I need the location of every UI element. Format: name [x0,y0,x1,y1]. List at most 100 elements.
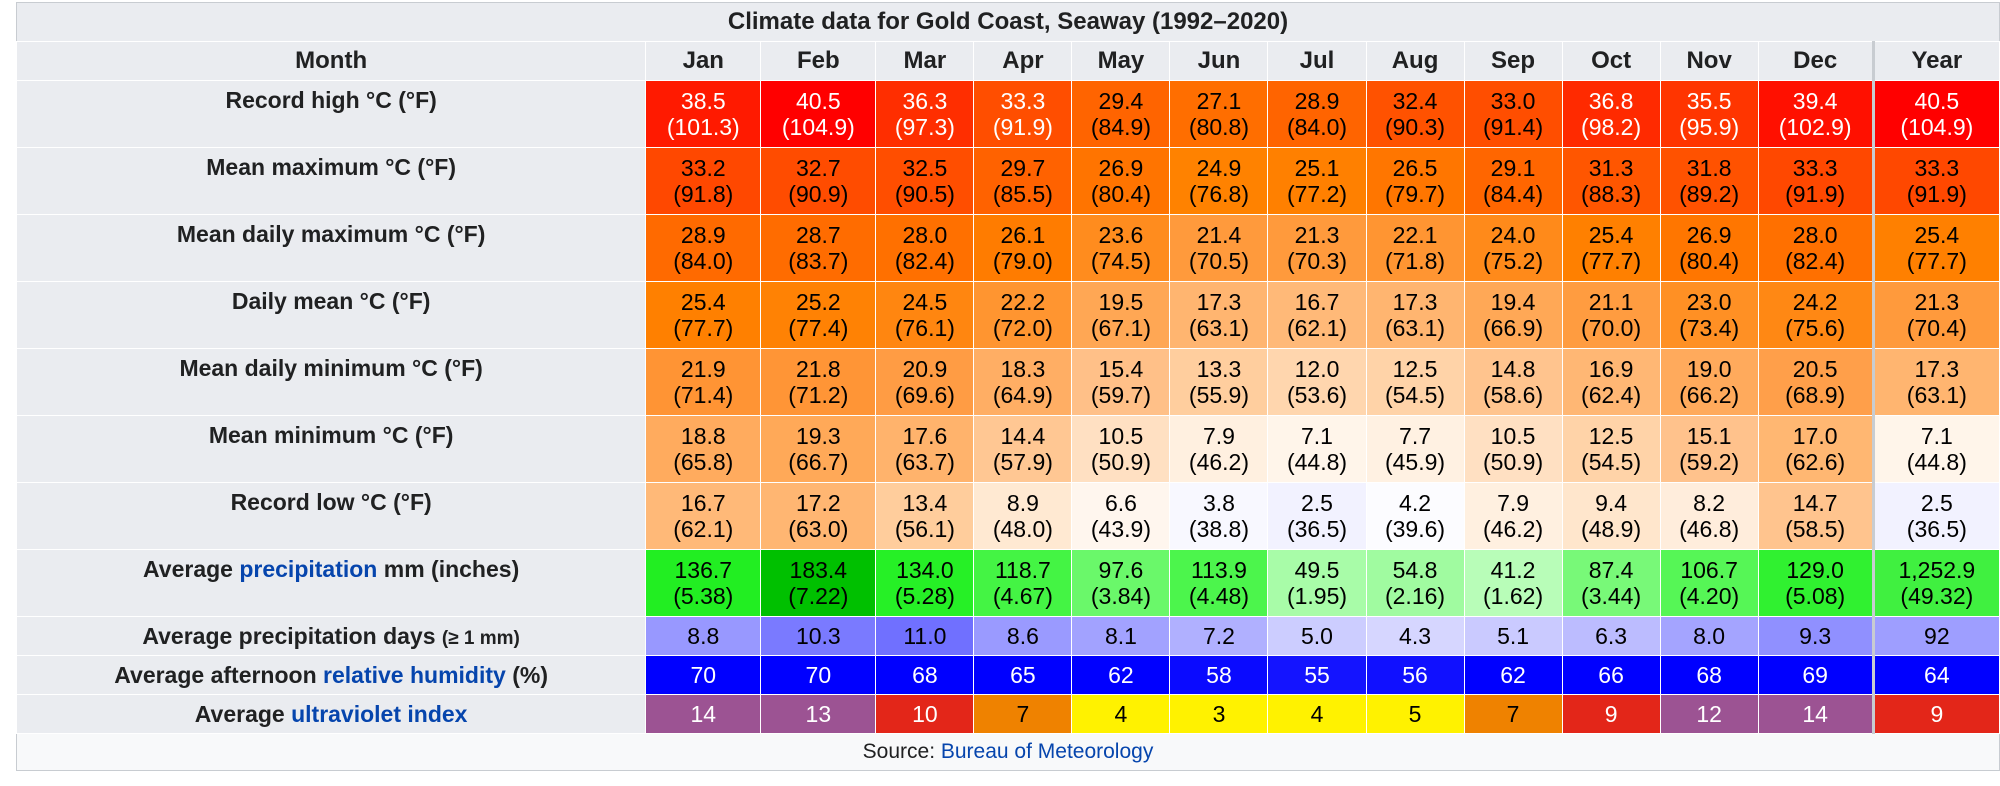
month-value-cell: 5.0 [1267,616,1367,656]
value-secondary: (76.1) [894,315,955,341]
month-value-cell: 17.2 (63.0) [760,482,877,550]
value-primary: 13.3 [1196,356,1242,382]
climate-table-container: Climate data for Gold Coast, Seaway (199… [15,2,2000,782]
value-secondary: (49.32) [1900,583,1974,609]
source-link[interactable]: Bureau of Meteorology [940,740,1154,763]
value-primary: 56 [1402,662,1428,688]
value-primary: 12 [1696,701,1722,727]
value-secondary: (3.44) [1581,583,1642,609]
month-value-cell: 29.1 (84.4) [1463,147,1563,215]
table-row: Mean daily minimum °C (°F) 21.9 (71.4) 21.8… [15,348,2000,416]
month-value-cell: 69 [1757,655,1874,695]
value-primary: 4.2 [1399,490,1432,516]
value-primary: 39.4 [1792,88,1838,114]
value-secondary: (80.4) [1090,181,1151,207]
value-secondary: (80.4) [1679,248,1740,274]
value-secondary: (84.9) [1090,114,1151,140]
value-secondary: (5.08) [1785,583,1846,609]
value-primary: 26.9 [1098,155,1144,181]
row-label-text: Average precipitation days [142,622,442,649]
value-primary: 69 [1802,662,1828,688]
header-month-apr: Apr [973,41,1073,81]
row-label-link[interactable]: relative humidity [323,661,506,688]
table-row: Average ultraviolet index 14 13 10 7 4 3 4 5 7 9 12… [15,694,2000,734]
value-primary: 10.5 [1098,423,1144,449]
value-secondary: (59.7) [1090,382,1151,408]
value-secondary: (38.8) [1188,516,1250,542]
value-primary: 32.7 [795,155,841,181]
value-primary: 62 [1500,662,1526,688]
value-primary: 4 [1310,701,1324,727]
row-label-note: (≥ 1 mm) [441,627,520,649]
value-secondary: (66.7) [788,449,849,475]
value-primary: 17.0 [1792,423,1838,449]
month-value-cell: 40.5 (104.9) [760,80,877,148]
value-primary: 9.3 [1799,623,1832,649]
month-value-cell: 18.3 (64.9) [973,348,1073,416]
month-value-cell: 129.0 (5.08) [1757,549,1874,617]
month-value-cell: 12.0 (53.6) [1267,348,1367,416]
row-label-link[interactable]: precipitation [239,556,378,582]
month-value-cell: 13.4 (56.1) [875,482,975,550]
value-primary: 28.9 [1294,88,1340,114]
value-primary: 8.0 [1693,623,1726,649]
value-secondary: (68.9) [1785,382,1846,408]
month-value-cell: 3.8 (38.8) [1169,482,1269,550]
month-value-cell: 24.5 (76.1) [875,281,975,349]
value-primary: 28.0 [902,222,948,248]
row-label-text: Mean daily minimum °C (°F) [179,355,483,381]
value-primary: 38.5 [680,88,726,114]
value-secondary: (4.20) [1679,583,1740,609]
value-secondary: (5.38) [673,583,734,609]
value-secondary: (58.6) [1483,382,1544,408]
month-value-cell: 26.9 (80.4) [1071,147,1171,215]
value-primary: 18.3 [1000,356,1046,382]
value-secondary: (48.9) [1581,516,1642,542]
value-secondary: (4.67) [992,583,1053,609]
table-row: Average afternoon relative humidity (%) 7… [15,655,2000,695]
month-value-cell: 2.5 (36.5) [1267,482,1367,550]
month-value-cell: 9 [1561,694,1661,734]
value-primary: 29.7 [1000,155,1046,181]
value-secondary: (76.8) [1188,181,1250,207]
value-secondary: (104.9) [781,114,855,140]
value-primary: 3.8 [1202,490,1235,516]
value-primary: 8.8 [687,623,720,649]
row-label-text: Record low °C (°F) [230,489,432,515]
value-primary: 33.0 [1490,88,1536,114]
value-primary: 66 [1598,662,1624,688]
month-value-cell: 8.0 [1659,616,1759,656]
month-value-cell: 13 [760,694,877,734]
value-primary: 7 [1506,701,1520,727]
value-secondary: (59.2) [1679,449,1740,475]
value-primary: 26.9 [1686,222,1732,248]
value-primary: 14 [690,701,717,727]
value-primary: 15.1 [1686,423,1732,449]
year-value-cell: 21.3 (70.4) [1871,281,2000,349]
month-value-cell: 6.6 (43.9) [1071,482,1171,550]
value-primary: 12.0 [1294,356,1340,382]
month-value-cell: 14.8 (58.6) [1463,348,1563,416]
value-primary: 32.5 [902,155,948,181]
table-row: Record high °C (°F) 38.5 (101.3) 40.5 (104.9… [15,80,2000,148]
value-primary: 19.0 [1686,356,1732,382]
value-secondary: (50.9) [1483,449,1544,475]
value-primary: 4.3 [1399,623,1432,649]
month-value-cell: 12.5 (54.5) [1561,415,1661,483]
month-value-cell: 136.7 (5.38) [645,549,762,617]
value-primary: 33.3 [1000,88,1046,114]
month-value-cell: 21.1 (70.0) [1561,281,1661,349]
value-primary: 36.8 [1588,88,1634,114]
value-secondary: (46.2) [1483,516,1544,542]
row-label: Mean daily maximum °C (°F) [15,214,647,282]
value-primary: 3 [1212,701,1226,727]
month-value-cell: 16.7 (62.1) [645,482,762,550]
row-label-link[interactable]: ultraviolet index [291,700,468,727]
value-primary: 19.4 [1490,289,1536,315]
month-value-cell: 183.4 (7.22) [760,549,877,617]
month-value-cell: 7.1 (44.8) [1267,415,1367,483]
value-secondary: (82.4) [894,248,955,274]
value-primary: 5.1 [1497,623,1530,649]
month-value-cell: 8.8 [645,616,762,656]
value-secondary: (54.5) [1581,449,1642,475]
